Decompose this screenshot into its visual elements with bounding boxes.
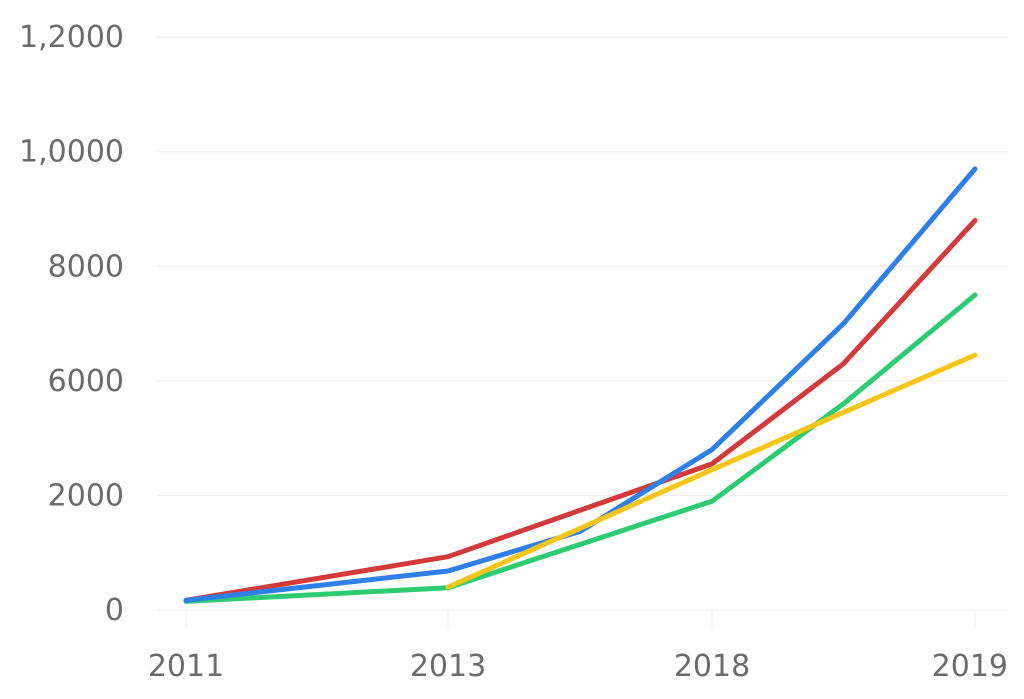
series-lines [183,166,978,604]
y-tick-label: 2000 [48,478,124,513]
series-line-2 [183,218,978,603]
x-tick-label: 2011 [148,649,224,684]
y-tick-label: 0 [105,593,124,628]
series-line-0 [445,352,978,590]
series-line-3 [183,292,978,604]
y-tick-label: 1,2000 [19,20,124,55]
x-tick-label: 2019 [932,649,1008,684]
series-line-1 [183,166,978,603]
x-axis-ticks: 2011 2013 2018 2019 [148,649,1008,684]
y-tick-label: 6000 [48,364,124,399]
y-axis-ticks: 0 2000 6000 8000 1,0000 1,2000 [19,20,124,628]
y-tick-label: 1,0000 [19,135,124,170]
y-tick-label: 8000 [48,249,124,284]
x-tick-label: 2018 [674,649,750,684]
x-tick-label: 2013 [410,649,486,684]
gridlines [157,36,1008,628]
